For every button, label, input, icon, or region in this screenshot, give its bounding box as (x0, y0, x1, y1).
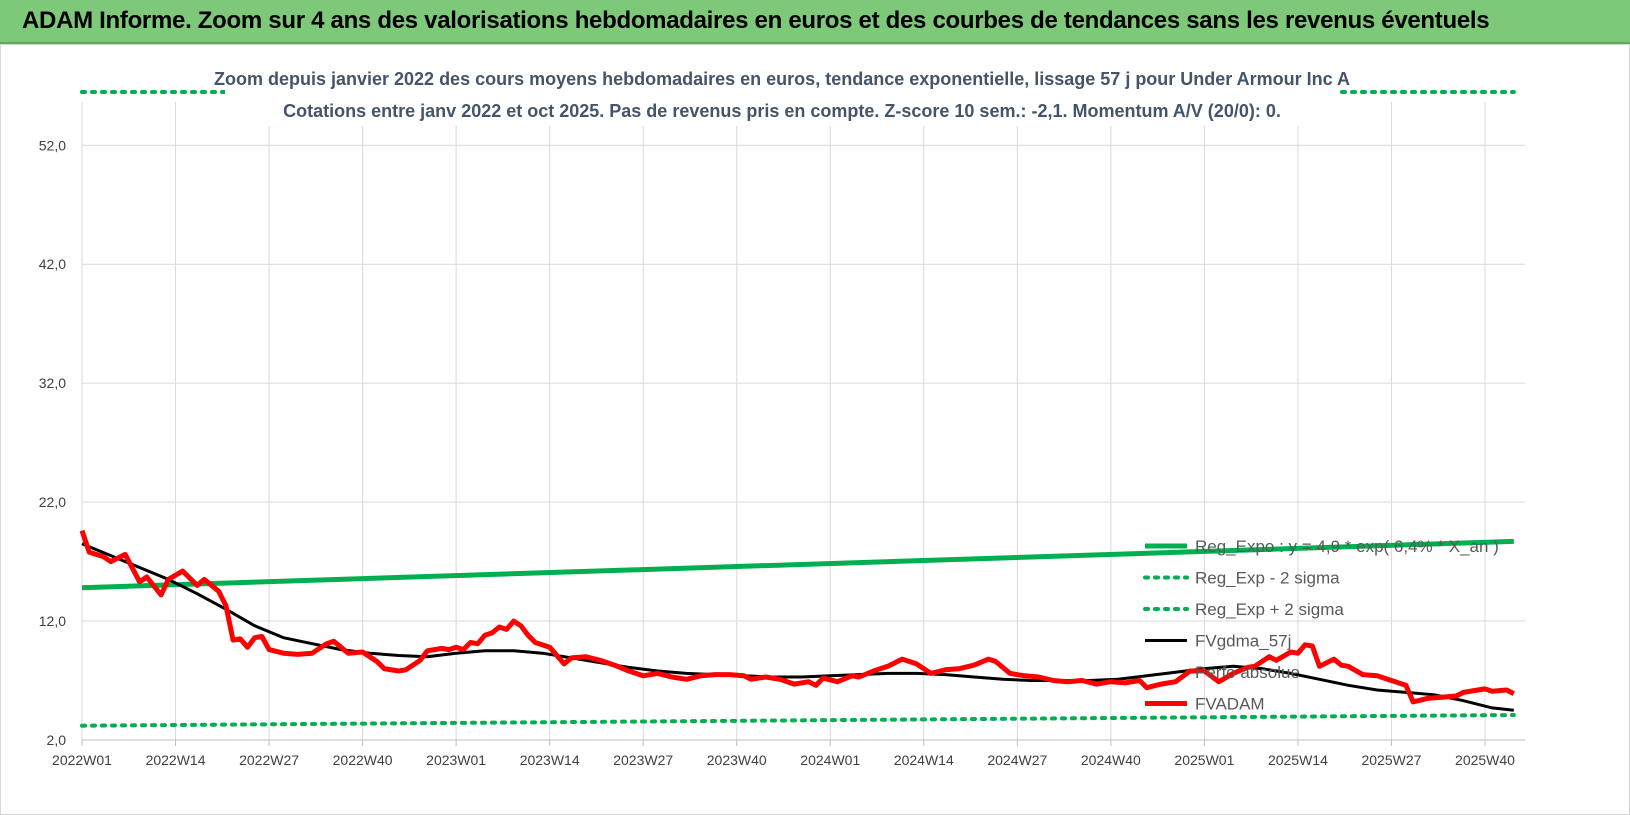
grid-lines (81, 102, 1525, 746)
x-tick-label: 2023W27 (613, 752, 673, 768)
x-tick-label: 2025W14 (1268, 752, 1328, 768)
series-line-5 (79, 529, 1515, 705)
legend-label: Reg_Exp - 2 sigma (1195, 569, 1340, 588)
legend-label: FVgdma_57j (1195, 632, 1291, 651)
y-tick-label: 2,0 (47, 732, 67, 748)
series-line-0 (81, 538, 1514, 591)
x-tick-label: 2024W40 (1081, 752, 1141, 768)
report-title: ADAM Informe. Zoom sur 4 ans des valoris… (22, 7, 1490, 34)
y-tick-label: 52,0 (39, 137, 66, 153)
x-axis-ticks: 2022W01 2022W14 2022W27 2022W40 2023W01 2023W… (52, 752, 1515, 768)
x-tick-label: 2024W27 (987, 752, 1047, 768)
chart-legend: Reg_Expo : y = 4,9 * exp( 6,4% * X_an ) R… (1143, 537, 1499, 714)
y-tick-label: 32,0 (39, 375, 66, 391)
y-axis-ticks: 2,0 12,0 22,0 32,0 42,0 52,0 (39, 137, 66, 748)
x-tick-label: 2022W14 (146, 752, 206, 768)
x-tick-label: 2022W40 (333, 752, 393, 768)
report-banner: ADAM Informe. Zoom sur 4 ans des valoris… (0, 0, 1630, 44)
y-tick-label: 42,0 (39, 256, 66, 272)
x-tick-label: 2023W01 (426, 752, 486, 768)
x-tick-label: 2023W14 (520, 752, 580, 768)
x-tick-label: 2024W14 (894, 752, 954, 768)
x-tick-label: 2024W01 (800, 752, 860, 768)
x-tick-label: 2022W27 (239, 752, 299, 768)
series-line-1 (80, 713, 1516, 728)
x-tick-label: 2025W01 (1174, 752, 1234, 768)
x-tick-label: 2025W40 (1455, 752, 1515, 768)
chart-title-line-2: Cotations entre janv 2022 et oct 2025. P… (283, 101, 1281, 121)
legend-label: FVADAM (1195, 695, 1265, 714)
legend-label: Perfo absolue (1195, 663, 1300, 682)
x-tick-label: 2025W27 (1361, 752, 1421, 768)
chart-title-box: Zoom depuis janvier 2022 des cours moyen… (214, 62, 1350, 126)
x-tick-label: 2022W01 (52, 752, 112, 768)
x-tick-label: 2023W40 (707, 752, 767, 768)
chart-title-line-1: Zoom depuis janvier 2022 des cours moyen… (214, 69, 1350, 89)
y-tick-label: 22,0 (39, 494, 66, 510)
legend-label: Reg_Exp + 2 sigma (1195, 600, 1344, 619)
legend-label: Reg_Expo : y = 4,9 * exp( 6,4% * X_an ) (1195, 537, 1499, 556)
y-tick-label: 12,0 (39, 613, 66, 629)
